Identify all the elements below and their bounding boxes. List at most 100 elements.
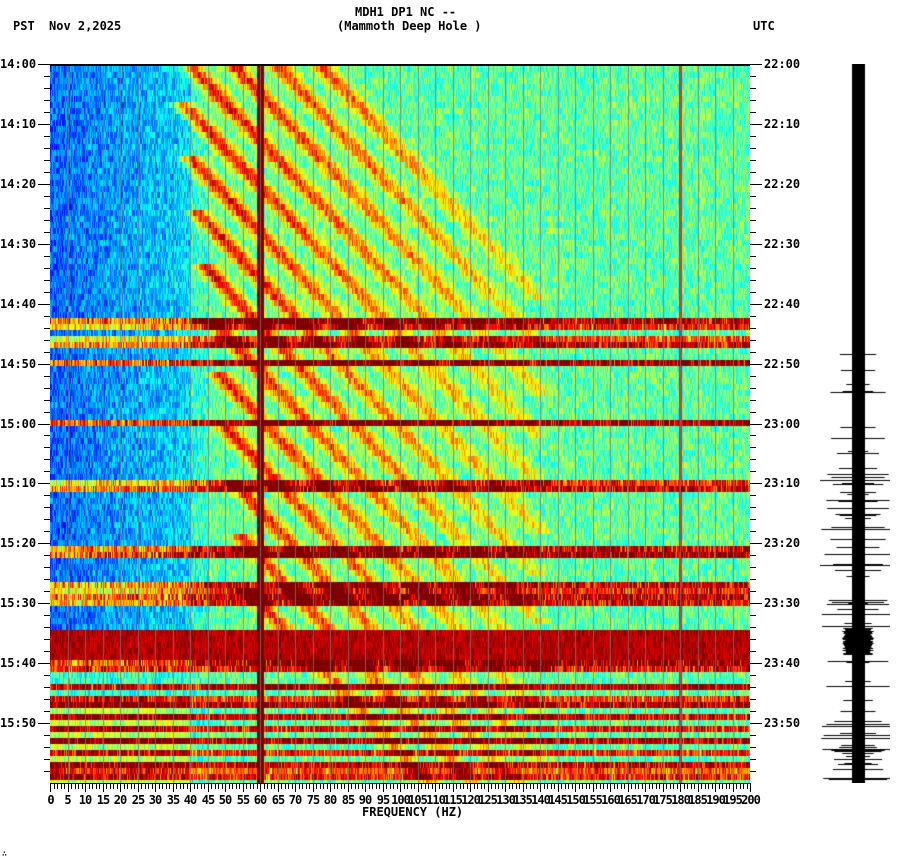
y-tick-label-left: 15:10 <box>0 476 37 490</box>
x-tick <box>274 783 275 789</box>
y-tick-left <box>38 124 50 125</box>
y-tick-right <box>750 447 756 448</box>
x-tick <box>89 783 90 789</box>
x-tick <box>418 783 419 792</box>
x-tick-label: 15 <box>96 793 110 807</box>
y-tick-right <box>750 771 756 772</box>
x-tick <box>561 783 562 789</box>
y-tick-left <box>44 280 50 281</box>
y-tick-right <box>750 459 756 460</box>
x-tick <box>481 783 482 789</box>
x-tick <box>190 783 191 792</box>
y-tick-right <box>750 100 756 101</box>
y-tick-label-left: 14:10 <box>0 117 37 131</box>
x-tick <box>295 783 296 792</box>
x-tick <box>470 783 471 792</box>
x-tick <box>194 783 195 789</box>
y-tick-label-left: 15:40 <box>0 656 37 670</box>
x-tick <box>617 783 618 789</box>
spectrogram-plot <box>50 64 750 783</box>
y-tick-right <box>750 232 756 233</box>
x-tick <box>414 783 415 789</box>
x-tick <box>631 783 632 789</box>
x-tick <box>61 783 62 789</box>
x-tick-label: 75 <box>306 793 320 807</box>
y-tick-left <box>44 735 50 736</box>
y-tick-right <box>750 483 762 484</box>
x-tick <box>677 783 678 789</box>
y-tick-label-left: 15:00 <box>0 417 37 431</box>
x-tick <box>523 783 524 792</box>
x-tick <box>173 783 174 792</box>
x-tick <box>348 783 349 792</box>
x-tick <box>372 783 373 789</box>
y-tick-right <box>750 136 756 137</box>
x-tick <box>278 783 279 792</box>
x-tick <box>201 783 202 789</box>
y-tick-left <box>44 747 50 748</box>
y-tick-left <box>44 579 50 580</box>
x-tick-label: 55 <box>236 793 250 807</box>
y-tick-right <box>750 567 756 568</box>
x-tick <box>425 783 426 789</box>
y-tick-left <box>44 555 50 556</box>
y-tick-right <box>750 711 756 712</box>
y-tick-left <box>44 591 50 592</box>
x-tick <box>589 783 590 789</box>
x-tick <box>71 783 72 789</box>
x-tick-label: 170 <box>636 793 656 807</box>
x-tick <box>75 783 76 789</box>
y-tick-right <box>750 723 762 724</box>
y-tick-right <box>750 735 756 736</box>
x-tick <box>166 783 167 789</box>
x-tick <box>386 783 387 789</box>
x-tick <box>666 783 667 789</box>
x-tick <box>533 783 534 789</box>
y-tick-left <box>44 160 50 161</box>
x-tick-label: 165 <box>618 793 638 807</box>
y-tick-left <box>44 292 50 293</box>
y-tick-right <box>750 615 756 616</box>
x-tick <box>698 783 699 792</box>
x-tick <box>260 783 261 792</box>
y-tick-right <box>750 639 756 640</box>
x-tick <box>719 783 720 789</box>
x-tick <box>659 783 660 789</box>
y-tick-right <box>750 160 756 161</box>
x-tick <box>54 783 55 789</box>
x-tick <box>141 783 142 789</box>
x-tick-label: 25 <box>131 793 145 807</box>
y-tick-right <box>750 531 756 532</box>
x-tick <box>376 783 377 789</box>
x-tick <box>456 783 457 789</box>
y-tick-right <box>750 340 756 341</box>
y-tick-left <box>44 675 50 676</box>
x-tick <box>656 783 657 789</box>
x-tick <box>411 783 412 789</box>
y-tick-left <box>44 567 50 568</box>
y-tick-right <box>750 256 756 257</box>
x-tick <box>124 783 125 789</box>
x-tick-label: 185 <box>688 793 708 807</box>
y-tick-left <box>44 711 50 712</box>
x-tick <box>253 783 254 789</box>
y-tick-label-right: 23:00 <box>764 417 801 431</box>
y-tick-label-right: 22:20 <box>764 177 801 191</box>
y-tick-label-right: 22:00 <box>764 57 801 71</box>
x-tick <box>603 783 604 789</box>
x-tick-label: 150 <box>566 793 586 807</box>
y-tick-right <box>750 316 756 317</box>
y-tick-label-right: 23:50 <box>764 716 801 730</box>
x-tick <box>320 783 321 789</box>
y-tick-left <box>44 651 50 652</box>
x-tick <box>502 783 503 789</box>
x-tick <box>624 783 625 789</box>
x-tick-label: 50 <box>218 793 232 807</box>
x-tick <box>204 783 205 789</box>
y-tick-left <box>44 148 50 149</box>
x-tick <box>397 783 398 789</box>
y-tick-left <box>38 603 50 604</box>
y-tick-label-left: 15:20 <box>0 536 37 550</box>
x-tick <box>120 783 121 792</box>
y-tick-label-right: 23:30 <box>764 596 801 610</box>
